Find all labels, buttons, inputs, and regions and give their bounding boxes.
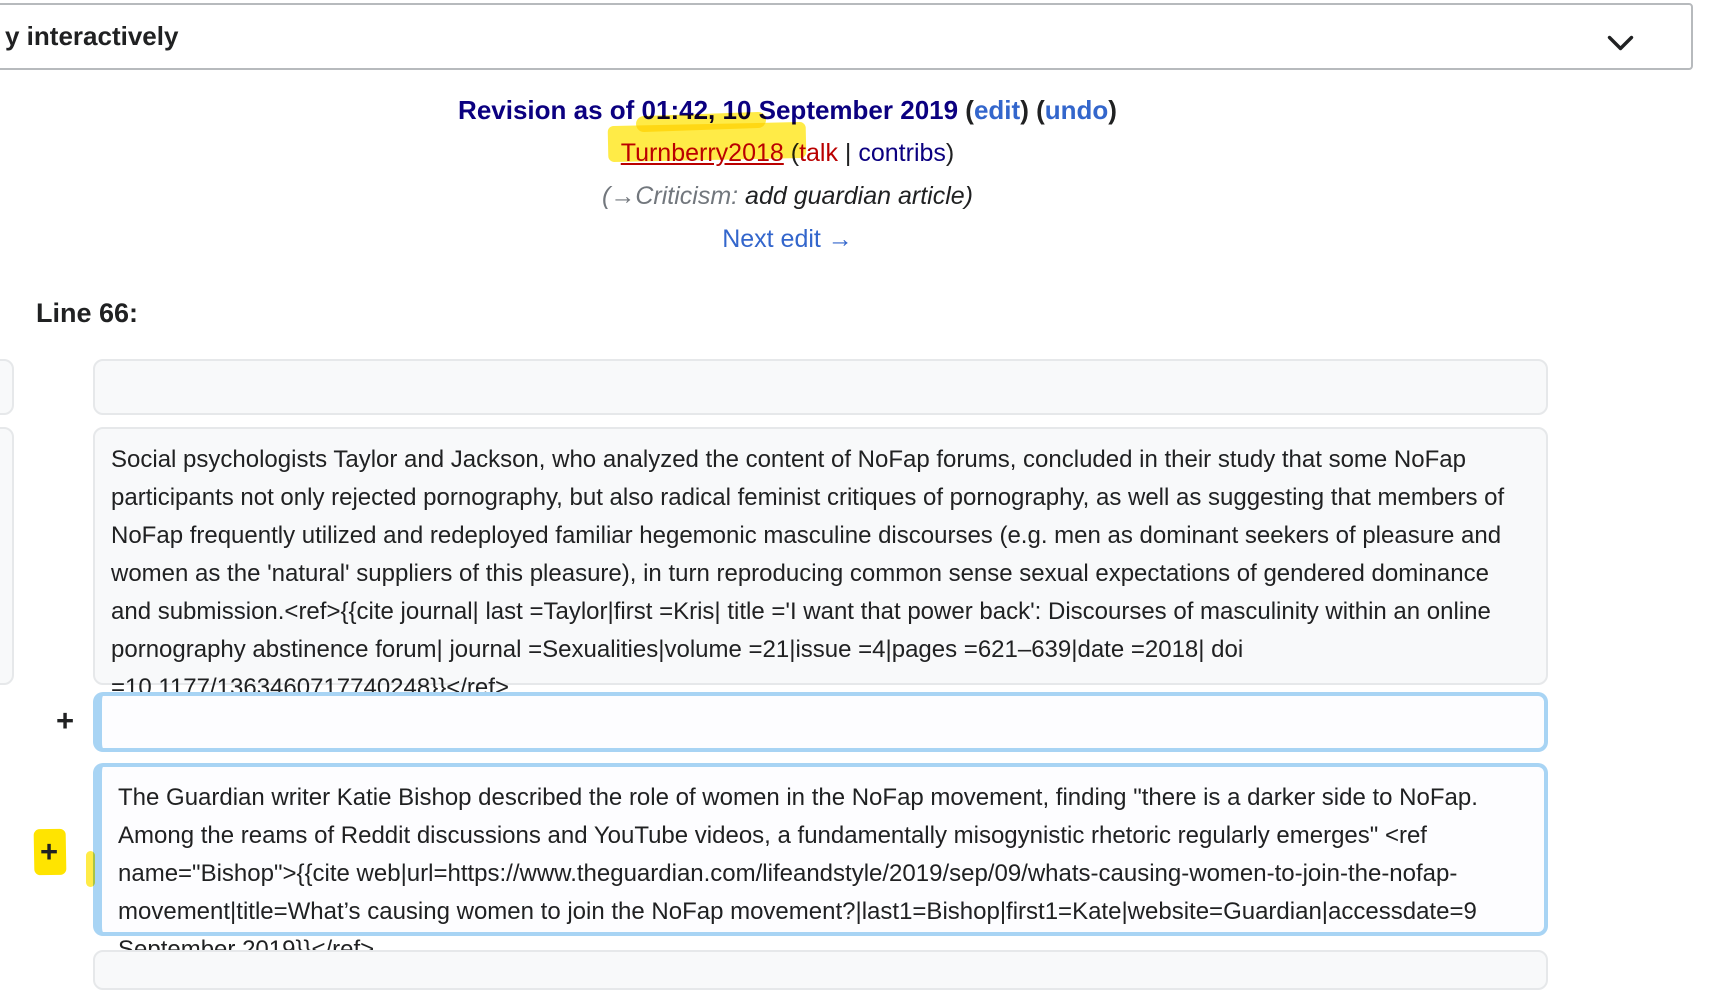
added-wikitext: The Guardian writer Katie Bishop describ… (118, 784, 1478, 963)
separator-text: ) (1108, 95, 1117, 125)
diff-line-header: Line 66: (36, 298, 139, 328)
old-column-cell-partial (0, 359, 14, 415)
separator-text: ) ( (1020, 95, 1045, 125)
highlight-annotation-plus-stroke (86, 851, 95, 887)
history-panel-toggle[interactable] (0, 3, 1693, 70)
next-edit-link[interactable]: Next edit → (722, 225, 853, 253)
context-wikitext: Social psychologists Taylor and Jackson,… (111, 446, 1505, 701)
diff-row-added-empty (93, 692, 1548, 752)
chevron-down-icon[interactable] (1607, 35, 1634, 57)
edit-link[interactable]: edit (973, 95, 1021, 125)
edit-summary: (→Criticism: add guardian article) (0, 182, 1575, 211)
separator-text: ( (958, 95, 974, 125)
added-line-marker: + (40, 834, 59, 869)
undo-link[interactable]: undo (1044, 95, 1109, 125)
next-edit-line: Next edit → (0, 225, 1575, 254)
added-line-marker: + (56, 703, 75, 738)
contribs-link[interactable]: contribs (858, 139, 946, 167)
diff-row-context-partial (93, 950, 1548, 990)
old-column-cell-partial (0, 427, 14, 685)
history-panel-label: y interactively (5, 21, 179, 51)
autocomment-section-text: (→Criticism: (602, 182, 739, 210)
edit-summary-text: add guardian article) (738, 182, 973, 210)
separator-text: ) (945, 139, 955, 167)
diff-row-added: The Guardian writer Katie Bishop describ… (93, 763, 1548, 963)
diff-row-context: Social psychologists Taylor and Jackson,… (93, 427, 1548, 701)
diff-row-context-empty (93, 359, 1548, 415)
separator-text: | (837, 139, 859, 167)
